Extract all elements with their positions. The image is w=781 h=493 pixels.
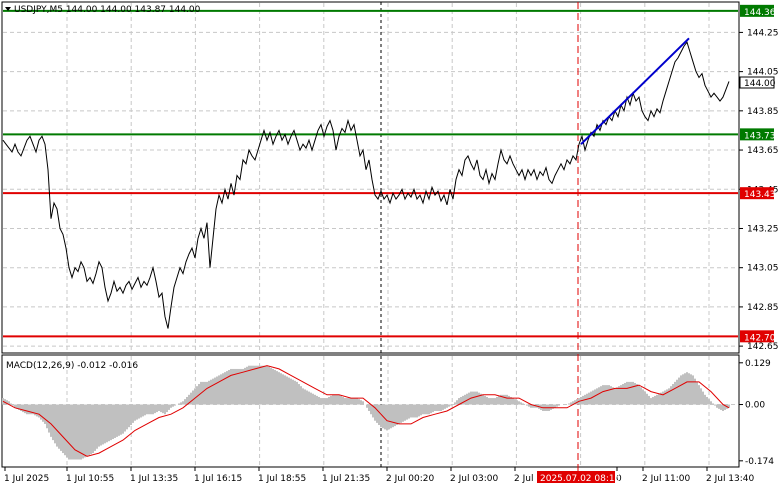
level-price-label: 144.36 [744,8,776,18]
time-highlight-label: 2025.07.02 08:15 [540,474,620,484]
time-tick-label: 2 Jul [514,474,533,484]
level-price-label: 143.43 [744,190,776,200]
macd-tick-label: 0.00 [745,401,765,411]
level-price-tags: 144.36 143.73 143.43 142.70 [740,4,776,343]
macd-tick-label: 0.129 [745,359,771,369]
price-tick-label: 144.25 [747,28,779,38]
macd-signal-line [2,365,730,457]
price-series-line [2,41,730,329]
symbol-info: USDJPY,M5 144.00 144.00 143.87 144.00 [14,5,201,15]
level-price-tag [740,128,774,141]
time-tick-label: 2 Jul 00:20 [386,474,435,484]
time-tick-label: 1 Jul 10:55 [66,474,114,484]
price-tick-label: 143.85 [747,107,779,117]
time-tick-label: 2 Jul 13:40 [706,474,755,484]
macd-tick-label: -0.174 [745,457,774,467]
time-tick-label: 2 Jul 03:00 [450,474,499,484]
time-axis[interactable]: 1 Jul 2025 1 Jul 10:55 1 Jul 13:35 1 Jul 16… [4,467,755,484]
price-tick-label: 142.85 [747,303,779,313]
horizontal-levels[interactable] [3,9,738,338]
level-price-tag [740,4,774,17]
price-tick-label: 143.65 [747,146,779,156]
symbol-dropdown-icon[interactable] [5,7,11,11]
current-price-tag [739,76,775,89]
price-tick-label: 142.65 [747,342,779,352]
time-tick-label: 0 [616,474,622,484]
time-tick-label: 1 Jul 13:35 [130,474,178,484]
time-tick-label: 1 Jul 16:15 [194,474,242,484]
level-price-tag [740,187,774,200]
price-tick-label: 143.25 [747,224,779,234]
time-highlight-box [537,471,615,483]
macd-label: MACD(12,26,9) -0.012 -0.016 [6,361,138,371]
trend-line[interactable] [580,37,690,145]
price-panel[interactable] [1,1,740,354]
level-price-tag [740,330,774,343]
price-grid [3,3,738,352]
price-tick-label: 143.05 [747,264,779,274]
time-tick-label: 1 Jul 18:55 [258,474,306,484]
time-tick-label: 1 Jul 2025 [4,474,49,484]
level-price-label: 142.70 [744,333,776,343]
level-price-label: 143.73 [744,131,776,141]
time-tick-label: 1 Jul 21:35 [322,474,370,484]
macd-axis[interactable]: 0.129 0.00 -0.174 [739,359,774,467]
price-tick-label: 144.05 [747,68,779,78]
current-price-label: 144.00 [744,79,776,89]
time-tick-label: 2 Jul 11:00 [642,474,691,484]
